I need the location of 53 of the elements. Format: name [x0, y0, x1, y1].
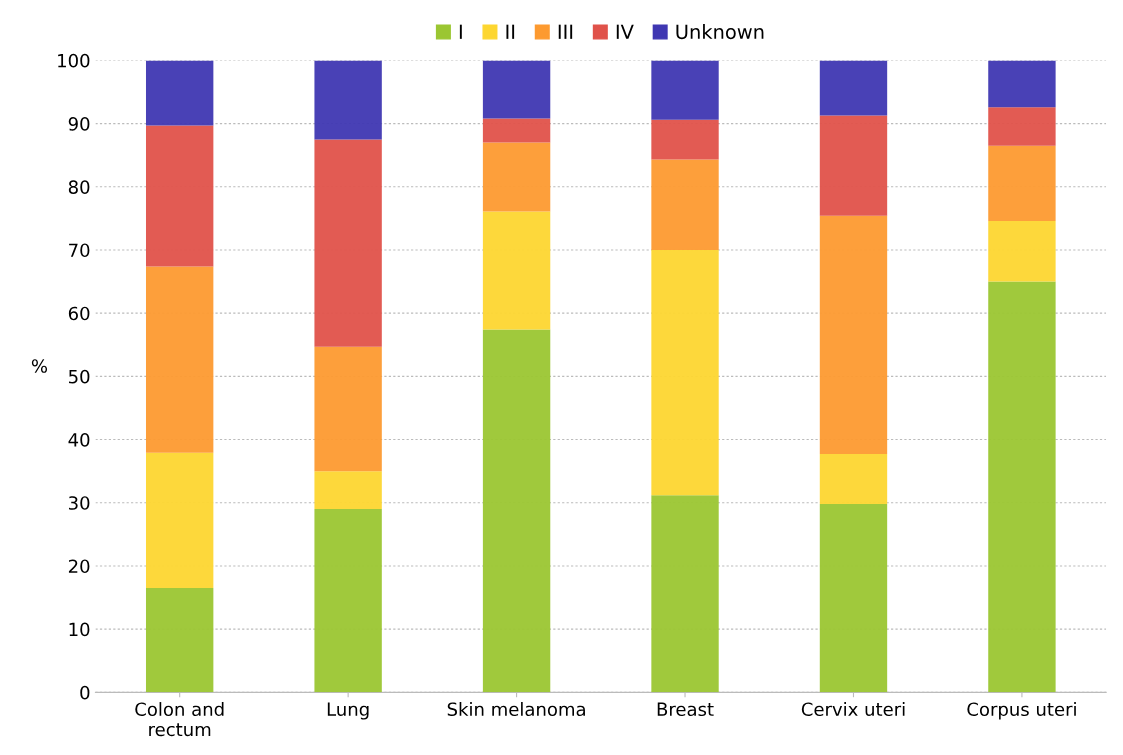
- bar: [819, 115, 888, 216]
- y-tick-label: 10: [69, 622, 90, 637]
- y-tick-label: 40: [68, 433, 90, 447]
- x-tick-label: Breast: [657, 702, 714, 717]
- legend-label: I: [459, 24, 462, 39]
- bar: [145, 588, 214, 693]
- bar: [314, 509, 382, 693]
- bar: [145, 60, 214, 126]
- y-tick-label: 50: [69, 369, 90, 384]
- y-tick-label: 30: [68, 496, 90, 510]
- y-tick-label: 0: [80, 685, 90, 700]
- bar: [819, 60, 888, 116]
- legend-label: II: [506, 24, 515, 39]
- bar: [314, 346, 382, 472]
- bar: [988, 281, 1056, 693]
- y-tick-label: 20: [68, 559, 90, 574]
- bar: [145, 266, 214, 453]
- bar: [145, 125, 214, 267]
- x-tick-label: Lung: [327, 702, 369, 720]
- bar: [482, 118, 551, 143]
- bar: [988, 145, 1056, 221]
- bar: [988, 107, 1056, 146]
- bar: [819, 504, 888, 693]
- bar: [314, 60, 382, 140]
- legend-label: IV: [616, 24, 634, 39]
- x-tick-label: Cervix uteri: [801, 702, 905, 717]
- bar: [482, 329, 551, 693]
- bar: [314, 471, 382, 510]
- bar: [145, 452, 214, 589]
- bar: [819, 215, 888, 455]
- bar: [482, 142, 551, 212]
- bar: [482, 60, 551, 119]
- bar: [482, 211, 551, 330]
- bar: [314, 139, 382, 347]
- x-tick-label: Colon and rectum: [135, 702, 224, 737]
- x-tick-label: Corpus uteri: [967, 702, 1076, 720]
- y-tick-label: 100: [58, 53, 90, 68]
- bar: [988, 60, 1056, 108]
- y-tick-label: 60: [68, 306, 90, 321]
- x-tick-label: Skin melanoma: [447, 702, 585, 717]
- bar: [651, 60, 719, 120]
- bar: [651, 249, 719, 496]
- y-tick-label: 90: [68, 117, 90, 131]
- legend-label: Unknown: [676, 24, 764, 40]
- legend-label: III: [558, 24, 573, 39]
- bar: [988, 220, 1056, 282]
- bar: [651, 159, 719, 250]
- y-tick-label: 80: [68, 180, 90, 194]
- y-axis-title: %: [31, 359, 48, 373]
- bar: [651, 495, 719, 693]
- y-tick-label: 70: [69, 243, 90, 258]
- bar: [819, 454, 888, 505]
- bar: [651, 119, 719, 160]
